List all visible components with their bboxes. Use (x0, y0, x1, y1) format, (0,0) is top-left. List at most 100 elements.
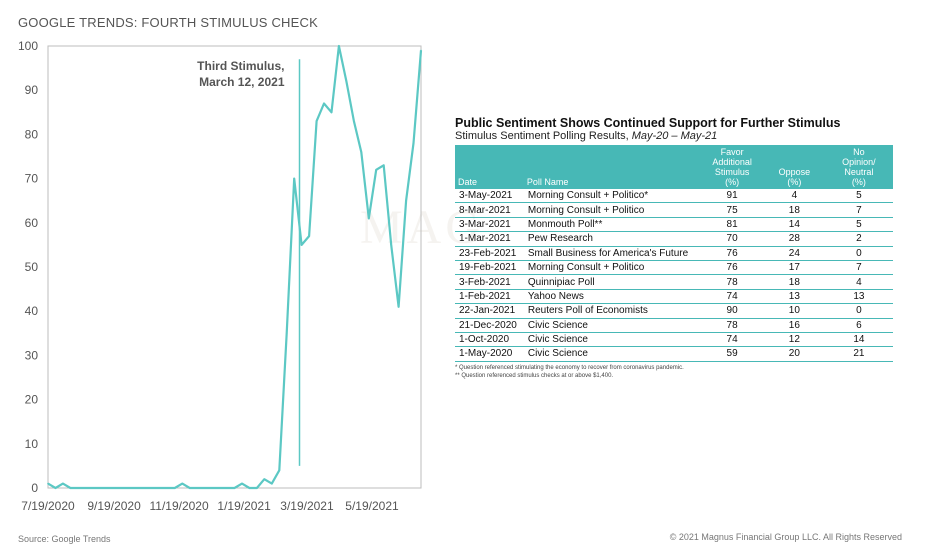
cell-favor: 78 (700, 274, 764, 290)
chart-title: GOOGLE TRENDS: FOURTH STIMULUS CHECK (18, 15, 318, 30)
table-row: 1-Oct-2020 Civic Science 74 12 14 (455, 332, 893, 348)
cell-favor: 76 (700, 260, 764, 276)
cell-neutral: 13 (824, 289, 893, 305)
y-tick-label: 10 (25, 437, 39, 451)
trend-data-point (382, 164, 385, 167)
trend-data-point (390, 244, 392, 246)
cell-favor: 76 (700, 246, 764, 261)
trend-data-point (323, 102, 325, 105)
trend-data-point (114, 487, 116, 489)
cell-neutral: 0 (824, 303, 893, 319)
trend-data-point (353, 120, 355, 122)
cell-favor: 81 (700, 217, 764, 233)
header-date: Date (455, 145, 524, 189)
annotation-label: March 12, 2021 (199, 75, 285, 89)
trend-data-point (196, 487, 198, 489)
trend-data-point (241, 482, 243, 485)
cell-neutral: 4 (824, 274, 893, 290)
y-tick-label: 60 (25, 216, 39, 230)
x-tick-label: 3/19/2021 (280, 499, 334, 513)
trend-data-point (338, 45, 340, 47)
cell-date: 1-Feb-2021 (455, 289, 524, 305)
header-neutral-line: (%) (851, 177, 866, 187)
header-favor-line: (%) (725, 177, 740, 187)
cell-poll-name: Small Business for America's Future (523, 246, 701, 261)
trend-data-point (248, 487, 251, 489)
trend-data-point (420, 49, 422, 52)
y-tick-label: 50 (25, 260, 39, 274)
cell-favor: 70 (700, 231, 764, 247)
cell-date: 8-Mar-2021 (455, 202, 524, 218)
poll-table: Date Poll Name Favor Additional Stimulus… (455, 145, 893, 362)
cell-oppose: 18 (763, 274, 825, 290)
trend-data-point (181, 482, 184, 485)
cell-date: 1-May-2020 (455, 346, 524, 362)
copyright-note: © 2021 Magnus Financial Group LLC. All R… (669, 532, 902, 542)
cell-neutral: 21 (824, 346, 893, 362)
header-favor-line: Additional (712, 157, 752, 167)
trend-data-point (106, 487, 109, 489)
cell-date: 19-Feb-2021 (455, 260, 524, 276)
trend-data-point (77, 487, 79, 489)
table-row: 19-Feb-2021 Morning Consult + Politico 76 1… (455, 260, 893, 276)
trend-series-line (47, 44, 423, 490)
header-favor-line: Favor (720, 147, 744, 157)
cell-date: 3-Feb-2021 (455, 274, 524, 290)
trend-data-point (121, 487, 124, 489)
cell-neutral: 14 (824, 332, 893, 348)
source-note: Source: Google Trends (18, 534, 111, 544)
cell-oppose: 10 (763, 303, 825, 319)
trend-data-point (129, 487, 131, 489)
trend-data-point (285, 332, 288, 335)
cell-oppose: 14 (763, 217, 825, 233)
table-row: 3-Mar-2021 Monmouth Poll** 81 14 5 (455, 217, 893, 233)
table-row: 21-Dec-2020 Civic Science 78 16 6 (455, 318, 893, 333)
x-tick-label: 11/19/2020 (149, 499, 208, 513)
cell-oppose: 13 (763, 289, 825, 305)
trend-data-point (308, 235, 310, 237)
cell-oppose: 4 (763, 189, 825, 204)
y-tick-label: 20 (25, 393, 39, 407)
trend-data-point (412, 142, 415, 145)
cell-neutral: 2 (824, 231, 893, 247)
cell-neutral: 5 (824, 217, 893, 233)
header-favor: Favor Additional Stimulus (%) (700, 145, 764, 189)
y-tick-label: 70 (25, 172, 39, 186)
header-oppose-line: (%) (787, 177, 802, 187)
cell-neutral: 6 (824, 318, 893, 333)
cell-poll-name: Civic Science (523, 318, 701, 333)
trend-data-point (278, 469, 281, 472)
header-oppose: Oppose (%) (763, 145, 825, 189)
annotation-label: Third Stimulus, (197, 59, 284, 73)
header-poll-name: Poll Name (523, 145, 701, 189)
trend-data-point (174, 487, 176, 489)
y-tick-label: 30 (25, 348, 39, 362)
table-notes: * Question referenced stimulating the ec… (455, 364, 893, 380)
trend-data-point (345, 80, 348, 83)
cell-favor: 90 (700, 303, 764, 319)
trend-data-point (300, 244, 303, 246)
header-neutral: No Opinion/ Neutral (%) (824, 145, 893, 189)
header-favor-line: Stimulus (714, 167, 750, 177)
cell-date: 3-Mar-2021 (455, 217, 524, 233)
plot-frame (47, 45, 422, 489)
table-subtitle-prefix: Stimulus Sentiment Polling Results, (455, 130, 632, 142)
cell-oppose: 24 (763, 246, 825, 261)
table-note: ** Question referenced stimulus checks a… (455, 372, 614, 379)
trend-data-point (226, 487, 228, 489)
trend-data-point (271, 482, 273, 485)
trend-data-point (397, 305, 400, 308)
trend-data-point (211, 487, 213, 489)
trend-data-point (136, 487, 139, 489)
trend-data-point (166, 487, 169, 489)
cell-favor: 75 (700, 202, 764, 218)
table-row: 22-Jan-2021 Reuters Poll of Economists 90 1… (455, 303, 893, 319)
cell-poll-name: Reuters Poll of Economists (523, 303, 701, 319)
cell-favor: 74 (700, 289, 764, 305)
cell-poll-name: Civic Science (523, 346, 701, 362)
cell-favor: 74 (700, 332, 764, 348)
cell-date: 22-Jan-2021 (455, 303, 524, 319)
trend-data-point (144, 487, 146, 489)
cell-date: 23-Feb-2021 (455, 246, 524, 261)
cell-poll-name: Yahoo News (523, 289, 701, 305)
